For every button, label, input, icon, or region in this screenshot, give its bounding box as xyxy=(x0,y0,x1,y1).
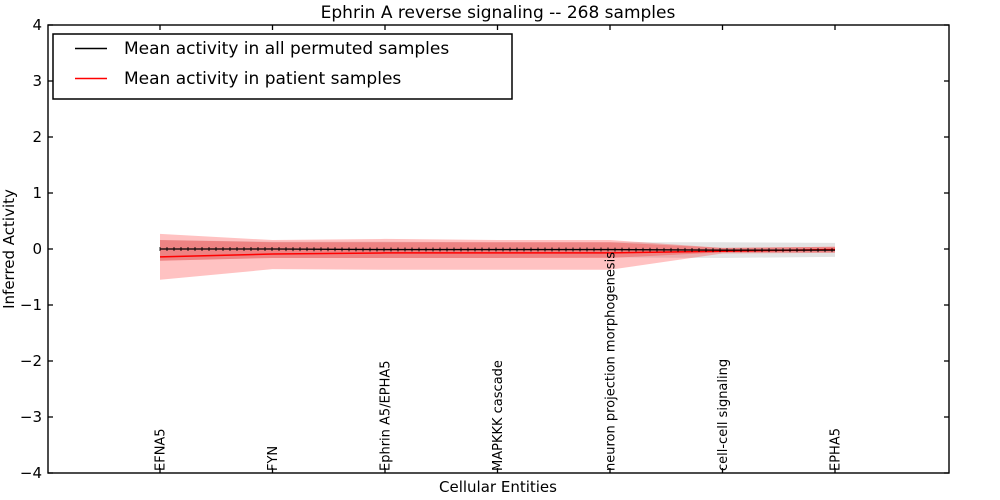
y-axis-label: Inferred Activity xyxy=(0,189,18,309)
x-category-label: Ephrin A5/EPHA5 xyxy=(379,360,394,471)
y-tick-label: 2 xyxy=(32,128,42,146)
legend-label-permuted: Mean activity in all permuted samples xyxy=(124,39,449,59)
x-category-label: EPHA5 xyxy=(829,428,844,471)
legend-box xyxy=(52,33,513,100)
plot-area: 4 3 2 1 0 −1 −2 −3 −4 EFNA5 FYN Ephrin A5/EPHA5 MAPK… xyxy=(20,16,950,482)
legend-label-patient: Mean activity in patient samples xyxy=(124,69,401,89)
y-tick-label: −4 xyxy=(20,464,42,482)
patient-band-inner xyxy=(160,240,835,261)
y-tick-label: 1 xyxy=(32,184,42,202)
y-tick-label: 3 xyxy=(32,72,42,90)
x-category-label: MAPKKK cascade xyxy=(491,360,506,471)
y-tick-label: −2 xyxy=(20,352,42,370)
patient-band-outer xyxy=(160,233,835,280)
y-tick-label: −3 xyxy=(20,408,42,426)
x-axis-label: Cellular Entities xyxy=(439,478,557,496)
y-tick-label: −1 xyxy=(20,296,42,314)
permuted-band xyxy=(160,240,835,261)
x-category-label: cell-cell signaling xyxy=(716,359,731,471)
x-category-label: neuron projection morphogenesis xyxy=(604,252,619,471)
x-category-label: EFNA5 xyxy=(154,428,169,471)
x-category-label: FYN xyxy=(266,446,281,471)
legend: Mean activity in all permuted samples Me… xyxy=(52,33,513,100)
chart-title: Ephrin A reverse signaling -- 268 sample… xyxy=(321,3,676,23)
patient-mean-line xyxy=(159,248,836,258)
y-tick-label: 0 xyxy=(32,240,42,258)
y-tick-label: 4 xyxy=(32,16,42,34)
